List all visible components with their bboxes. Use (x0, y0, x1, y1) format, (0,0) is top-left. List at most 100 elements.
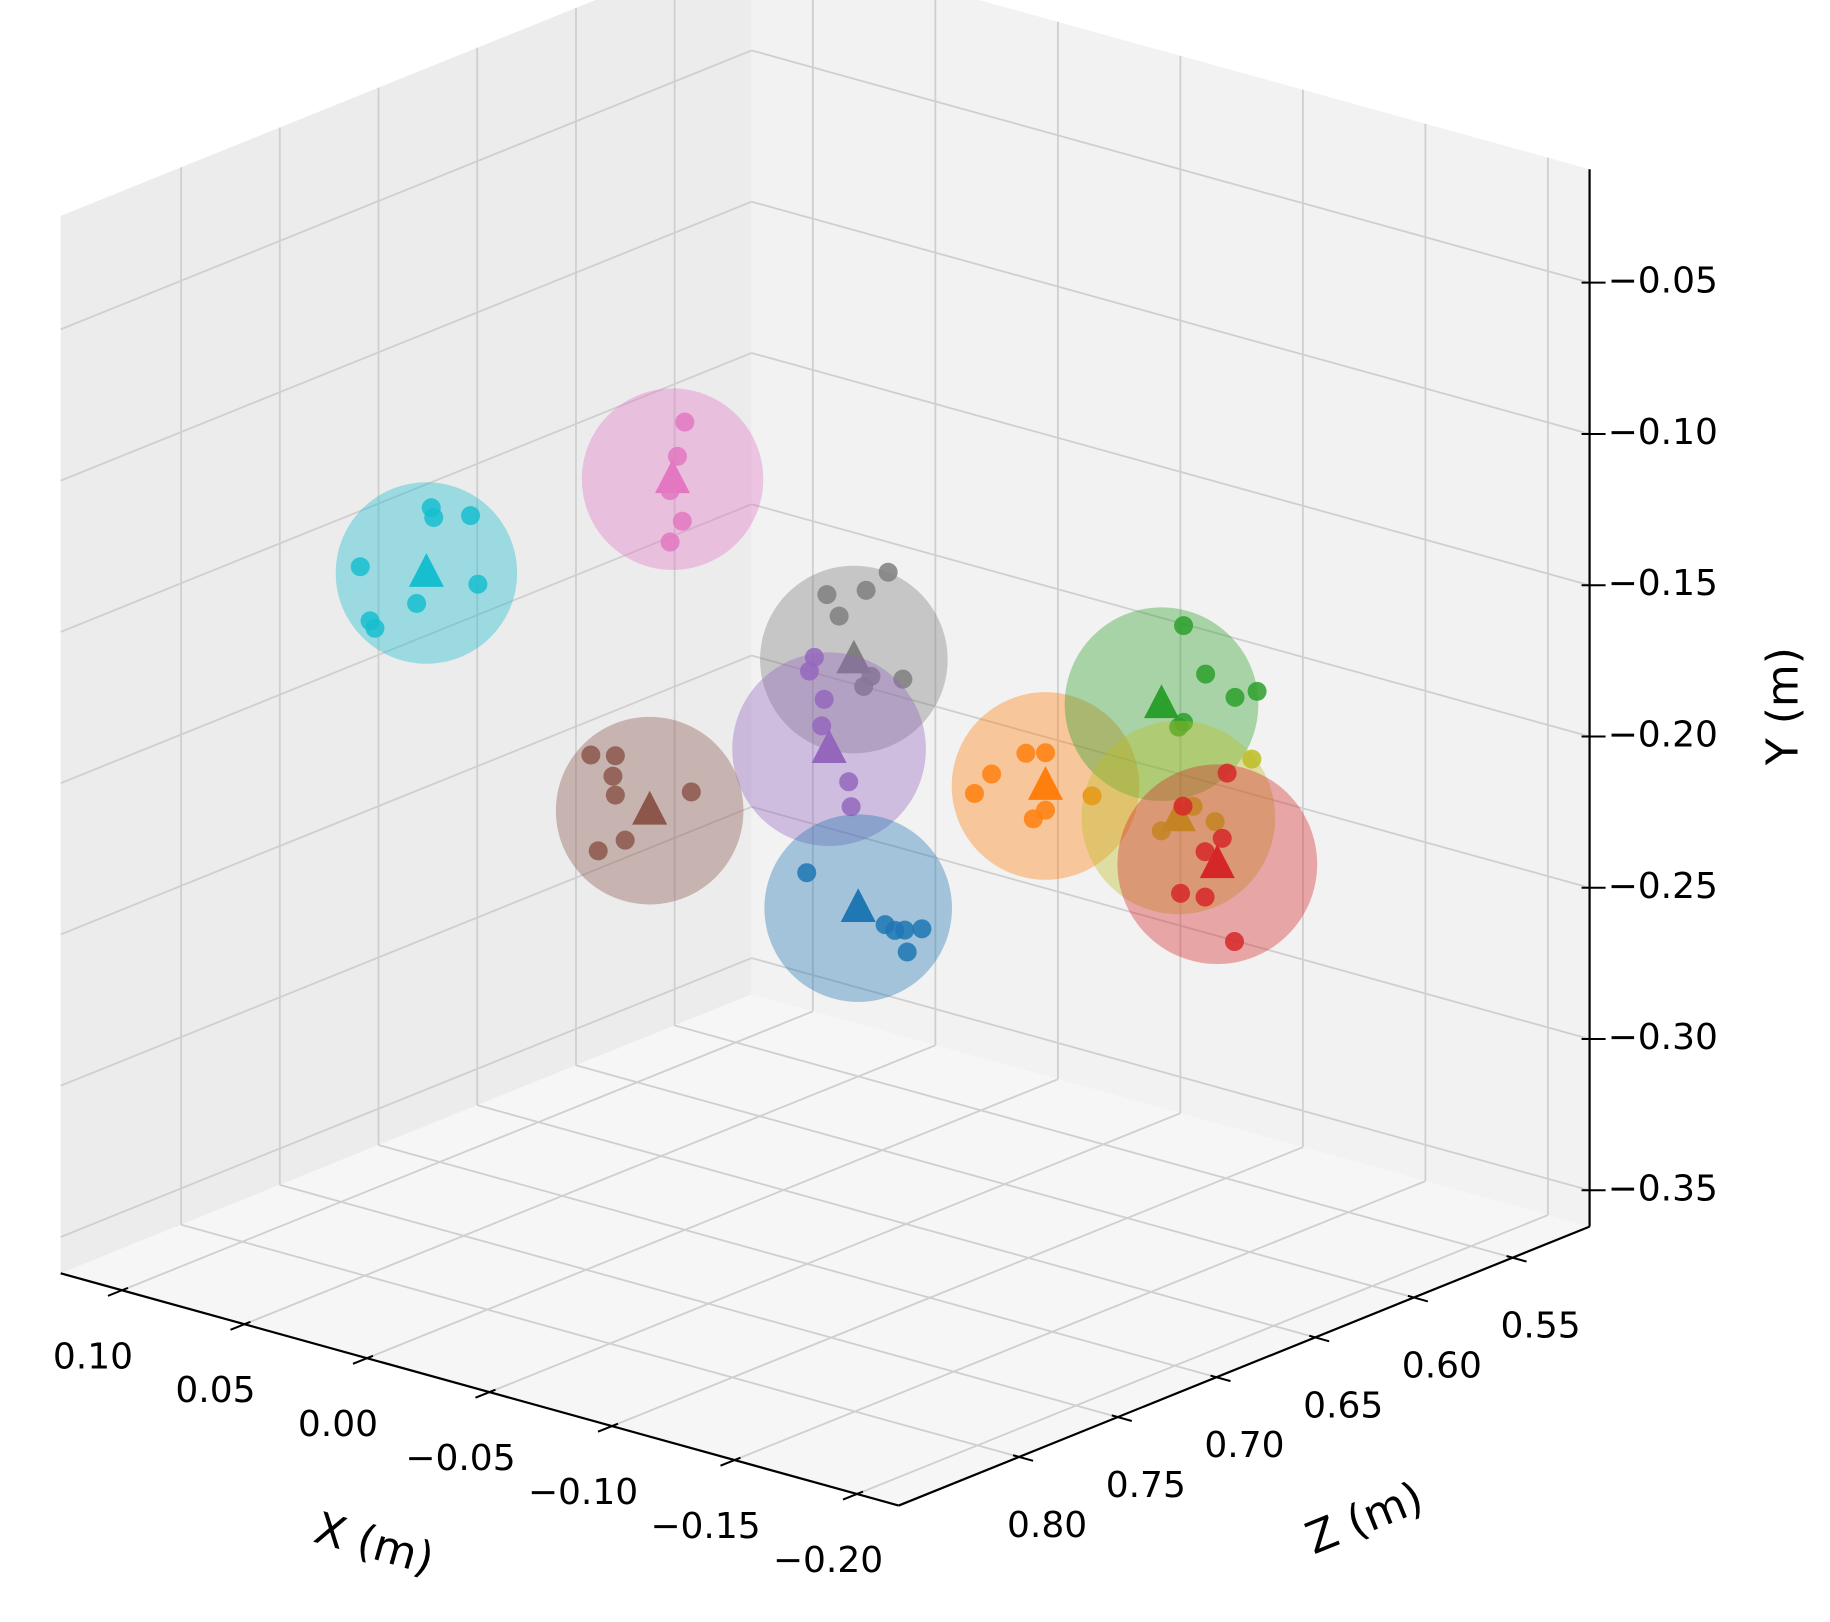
point (1205, 812, 1225, 832)
z-tick-label: 0.60 (1402, 1346, 1482, 1387)
point (982, 764, 1002, 784)
z-tick-label: 0.65 (1303, 1385, 1383, 1426)
grid-line (121, 1010, 814, 1292)
grid-line (60, 352, 752, 633)
point (1225, 687, 1245, 707)
grid-line (751, 503, 1590, 738)
y-tick-label: −0.15 (1608, 563, 1718, 604)
centroid (840, 888, 876, 922)
point (797, 863, 817, 883)
z-tick-label: 0.75 (1106, 1465, 1186, 1506)
z-tick-label: 0.55 (1501, 1306, 1581, 1347)
y-tick-label: −0.05 (1608, 261, 1718, 302)
z-axis (898, 1225, 1590, 1507)
point (1212, 828, 1232, 848)
grid-line (60, 200, 752, 482)
point (588, 841, 608, 861)
z-tick (1308, 1334, 1330, 1343)
pane-left (60, 0, 752, 1274)
point (812, 716, 832, 736)
centroid (836, 639, 872, 674)
point (1036, 743, 1056, 763)
grid-line (366, 1078, 1059, 1360)
point (581, 745, 601, 765)
point (1082, 786, 1102, 806)
x-tick (842, 1490, 864, 1501)
point (424, 508, 444, 528)
y-tick-label: −0.20 (1608, 714, 1718, 755)
grid-line (856, 1214, 1549, 1495)
pane-floor (60, 994, 1590, 1506)
point (1173, 796, 1193, 816)
y-tick-label: −0.25 (1608, 866, 1718, 907)
z-tick (1111, 1414, 1133, 1422)
y-tick-label: −0.35 (1608, 1168, 1718, 1209)
point (1016, 743, 1036, 763)
x-tick-label: −0.10 (528, 1472, 638, 1513)
point (893, 669, 913, 689)
point (1217, 763, 1237, 783)
x-tick-label: −0.20 (773, 1540, 883, 1581)
x-axis (60, 1272, 899, 1507)
point (1247, 681, 1267, 701)
z-tick (1012, 1454, 1034, 1462)
grid-line (279, 1183, 1119, 1418)
grid-line (378, 1144, 1217, 1379)
grid-line (489, 1112, 1181, 1393)
x-tick (230, 1320, 251, 1331)
point (350, 557, 370, 577)
point (1242, 749, 1262, 769)
centroid (408, 553, 444, 587)
point (878, 562, 898, 582)
point (912, 919, 932, 939)
point (603, 766, 623, 786)
grid-line (611, 1146, 1304, 1427)
point (660, 532, 680, 552)
grid-line (674, 1024, 1513, 1259)
point (605, 746, 625, 766)
z-tick (1407, 1294, 1429, 1303)
grid-line (180, 1223, 1020, 1458)
grid-line (751, 49, 1590, 284)
point (1224, 932, 1244, 952)
centroid (632, 790, 668, 825)
z-tick (1210, 1374, 1231, 1383)
point (1195, 887, 1215, 907)
x-tick-label: −0.15 (650, 1506, 760, 1547)
grid-line (60, 503, 752, 785)
centroid (1028, 766, 1063, 800)
z-tick-label: 0.80 (1007, 1505, 1087, 1546)
grid-line (751, 805, 1590, 1040)
x-tick-label: 0.05 (175, 1370, 255, 1411)
grid-line (575, 1064, 1415, 1299)
point (854, 676, 874, 696)
point (1023, 809, 1043, 829)
x-tick-label: −0.05 (405, 1438, 515, 1479)
grid-line (751, 957, 1590, 1192)
grid-line (751, 200, 1590, 435)
point (897, 942, 917, 962)
x-tick (597, 1422, 619, 1433)
grid-line (60, 49, 752, 331)
grid-line (60, 654, 752, 936)
z-tick (1506, 1255, 1527, 1263)
x-tick-label: 0.00 (298, 1404, 378, 1445)
point (672, 511, 692, 531)
centroid (811, 729, 847, 763)
grid-line (60, 805, 752, 1087)
grid-line (751, 352, 1590, 587)
grid-line (734, 1180, 1426, 1461)
point (817, 585, 837, 605)
point (829, 606, 849, 626)
point (615, 830, 635, 850)
x-tick (107, 1286, 129, 1297)
point (681, 782, 701, 802)
pane-right (751, 0, 1590, 1227)
point (839, 772, 859, 792)
y-tick-label: −0.10 (1608, 412, 1718, 453)
point (1195, 842, 1215, 862)
point (407, 594, 427, 614)
point (964, 784, 984, 804)
